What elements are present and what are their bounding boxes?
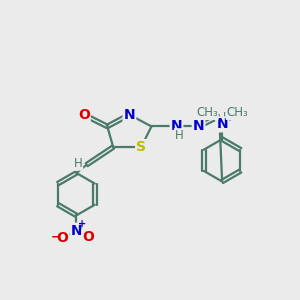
Text: CH₃: CH₃ (226, 106, 248, 119)
Text: H: H (223, 111, 232, 124)
Text: H: H (74, 157, 82, 170)
Text: O: O (78, 108, 90, 122)
Text: N: N (193, 119, 204, 134)
Text: CH₃: CH₃ (196, 106, 218, 119)
Text: N: N (216, 117, 228, 131)
Text: −: − (50, 230, 61, 243)
Text: O: O (56, 231, 68, 245)
Text: S: S (136, 140, 146, 154)
Text: N: N (70, 224, 82, 238)
Text: N: N (171, 119, 182, 134)
Text: N: N (124, 108, 135, 122)
Text: H: H (175, 129, 183, 142)
Text: O: O (82, 230, 94, 244)
Text: +: + (78, 219, 86, 229)
